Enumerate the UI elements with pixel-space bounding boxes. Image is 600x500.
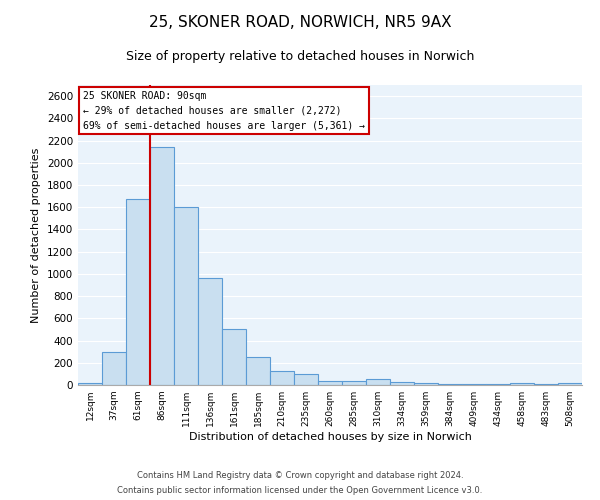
Bar	[126, 200, 150, 385]
Bar	[462, 384, 486, 385]
Bar	[198, 278, 222, 385]
Bar	[102, 352, 126, 385]
Bar	[78, 383, 102, 385]
Bar	[150, 146, 174, 385]
Text: Size of property relative to detached houses in Norwich: Size of property relative to detached ho…	[126, 50, 474, 63]
Y-axis label: Number of detached properties: Number of detached properties	[31, 148, 41, 322]
Bar	[294, 374, 318, 385]
Bar	[174, 207, 198, 385]
Bar	[270, 371, 294, 385]
Bar	[534, 384, 558, 385]
Bar	[558, 383, 582, 385]
Bar	[366, 379, 390, 385]
Text: Contains public sector information licensed under the Open Government Licence v3: Contains public sector information licen…	[118, 486, 482, 495]
Bar	[414, 383, 438, 385]
Bar	[510, 383, 534, 385]
Text: 25 SKONER ROAD: 90sqm
← 29% of detached houses are smaller (2,272)
69% of semi-d: 25 SKONER ROAD: 90sqm ← 29% of detached …	[83, 91, 365, 130]
Text: 25, SKONER ROAD, NORWICH, NR5 9AX: 25, SKONER ROAD, NORWICH, NR5 9AX	[149, 15, 451, 30]
Bar	[222, 329, 246, 385]
Bar	[246, 356, 270, 385]
Bar	[342, 380, 366, 385]
Text: Contains HM Land Registry data © Crown copyright and database right 2024.: Contains HM Land Registry data © Crown c…	[137, 471, 463, 480]
Bar	[486, 384, 510, 385]
Bar	[318, 380, 342, 385]
Bar	[438, 384, 462, 385]
X-axis label: Distribution of detached houses by size in Norwich: Distribution of detached houses by size …	[188, 432, 472, 442]
Bar	[390, 382, 414, 385]
